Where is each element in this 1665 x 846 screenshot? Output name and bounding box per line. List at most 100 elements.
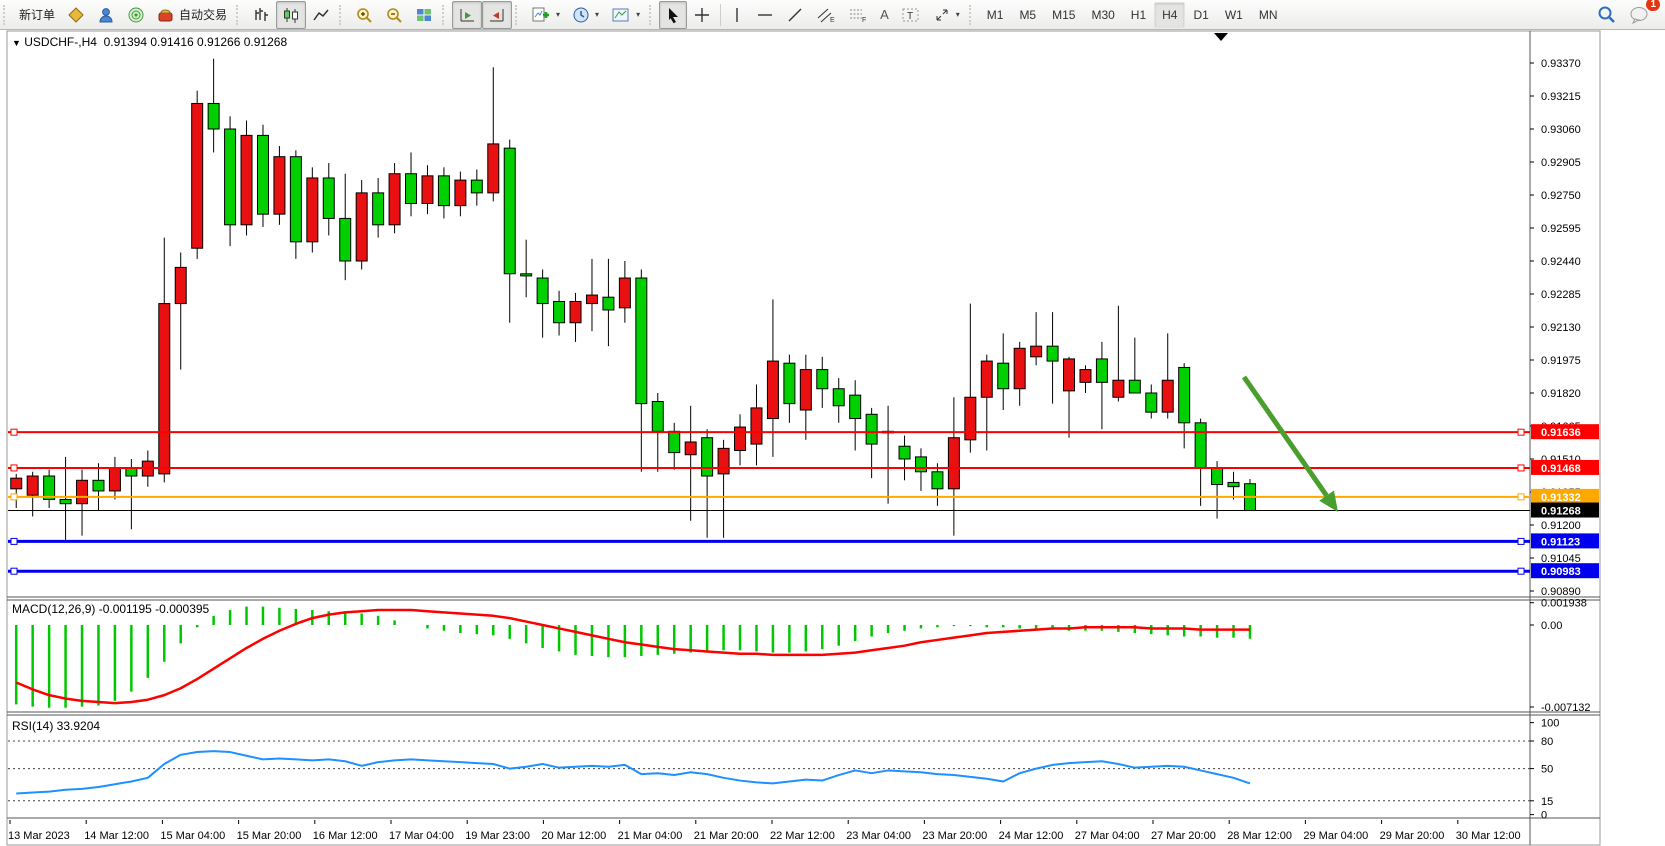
candle[interactable] [224, 128, 237, 226]
line-handle[interactable] [10, 464, 18, 472]
auto-trading-button[interactable]: 自动交易 [151, 1, 233, 29]
candle[interactable] [76, 479, 89, 505]
candle[interactable] [339, 217, 352, 262]
equidistant-channel-button[interactable]: E [810, 1, 842, 29]
period-button[interactable]: ▾ [566, 1, 605, 29]
candle[interactable] [651, 401, 664, 432]
candle[interactable] [668, 430, 681, 454]
candle[interactable] [503, 147, 516, 275]
candle[interactable] [1046, 345, 1059, 362]
candle[interactable] [454, 179, 467, 207]
tab-h1[interactable]: H1 [1130, 7, 1147, 22]
add-indicator-button[interactable]: ▾ [525, 1, 566, 29]
candle[interactable] [43, 475, 56, 500]
candle[interactable] [322, 177, 335, 219]
candle[interactable] [1227, 481, 1240, 488]
candle[interactable] [421, 175, 434, 205]
candle[interactable] [10, 477, 23, 490]
tab-mn[interactable]: MN [1258, 7, 1278, 22]
line-handle[interactable] [1517, 464, 1525, 472]
bar-chart-button[interactable] [246, 1, 276, 29]
candle[interactable] [865, 413, 878, 445]
zoom-in-button[interactable] [349, 1, 379, 29]
candlestick-chart-button[interactable] [276, 0, 307, 29]
candle[interactable] [602, 296, 615, 311]
tab-h4[interactable]: H4 [1154, 1, 1186, 28]
tab-m1[interactable]: M1 [986, 7, 1004, 22]
cursor-button[interactable] [659, 0, 688, 29]
candle[interactable] [1095, 358, 1108, 383]
tab-w1[interactable]: W1 [1224, 7, 1243, 22]
candle[interactable] [273, 156, 286, 215]
candle[interactable] [832, 388, 845, 407]
price-chart[interactable]: 0.93370 0.93215 0.93060 0.92905 0.92750 0.925… [0, 30, 1665, 846]
candle[interactable] [306, 177, 319, 243]
line-handle[interactable] [1517, 537, 1525, 545]
line-handle[interactable] [10, 537, 18, 545]
candle[interactable] [1194, 422, 1207, 469]
candle[interactable] [1112, 379, 1125, 398]
candle[interactable] [1079, 369, 1092, 383]
template-button[interactable]: ▾ [605, 1, 646, 29]
candle[interactable] [569, 300, 582, 324]
candle[interactable] [931, 471, 944, 490]
collapse-arrow-icon[interactable]: ▼ [12, 38, 21, 48]
line-handle[interactable] [1517, 428, 1525, 436]
candle[interactable] [1128, 379, 1141, 394]
candle[interactable] [1030, 345, 1043, 358]
line-handle[interactable] [10, 428, 18, 436]
chart-window[interactable]: 0.93370 0.93215 0.93060 0.92905 0.92750 0.925… [0, 30, 1665, 846]
tile-windows-button[interactable] [409, 1, 439, 29]
candle[interactable] [1211, 467, 1224, 486]
line-handle[interactable] [10, 567, 18, 575]
candle[interactable] [717, 447, 730, 475]
candle[interactable] [207, 102, 220, 130]
candle[interactable] [618, 277, 631, 309]
candle[interactable] [520, 273, 533, 277]
candle[interactable] [240, 134, 253, 226]
candle[interactable] [997, 362, 1010, 390]
arrows-button[interactable]: ▾ [927, 1, 966, 29]
trendline-button[interactable] [780, 1, 810, 29]
candle[interactable] [108, 467, 121, 492]
crosshair-button[interactable] [687, 1, 717, 29]
signals-button[interactable] [121, 1, 151, 29]
candle[interactable] [1063, 358, 1076, 392]
candle[interactable] [1145, 392, 1158, 413]
line-handle[interactable] [1517, 567, 1525, 575]
line-chart-button[interactable] [306, 1, 336, 29]
market-watch-button[interactable] [91, 1, 121, 29]
line-handle[interactable] [1517, 493, 1525, 501]
candle[interactable] [898, 445, 911, 460]
candle[interactable] [355, 192, 368, 262]
candle[interactable] [684, 441, 697, 456]
candle[interactable] [1013, 347, 1026, 390]
candle[interactable] [734, 426, 747, 451]
candle[interactable] [585, 294, 598, 305]
candle[interactable] [405, 173, 418, 205]
trend-arrow-head[interactable] [1319, 490, 1338, 512]
candle[interactable] [1161, 379, 1174, 413]
candle[interactable] [437, 175, 450, 207]
candle[interactable] [964, 396, 977, 441]
candle[interactable] [536, 277, 549, 305]
text-button[interactable]: A [874, 1, 895, 29]
candle[interactable] [816, 369, 829, 390]
new-order-button[interactable]: 新订单 [13, 1, 61, 29]
horizontal-line-button[interactable] [750, 1, 780, 29]
candle[interactable] [372, 192, 385, 226]
trend-arrow[interactable] [1241, 375, 1329, 498]
candle[interactable] [158, 303, 171, 475]
tab-m30[interactable]: M30 [1091, 7, 1115, 22]
tab-d1[interactable]: D1 [1193, 7, 1209, 22]
candle[interactable] [470, 179, 483, 194]
candle[interactable] [701, 437, 714, 477]
candle[interactable] [191, 102, 204, 249]
candle[interactable] [947, 437, 960, 490]
fibonacci-button[interactable]: F [842, 1, 874, 29]
profile-button[interactable] [61, 1, 91, 29]
candle[interactable] [388, 173, 401, 226]
candle[interactable] [766, 360, 779, 420]
candle[interactable] [487, 143, 500, 194]
auto-scroll-button[interactable] [482, 0, 513, 29]
